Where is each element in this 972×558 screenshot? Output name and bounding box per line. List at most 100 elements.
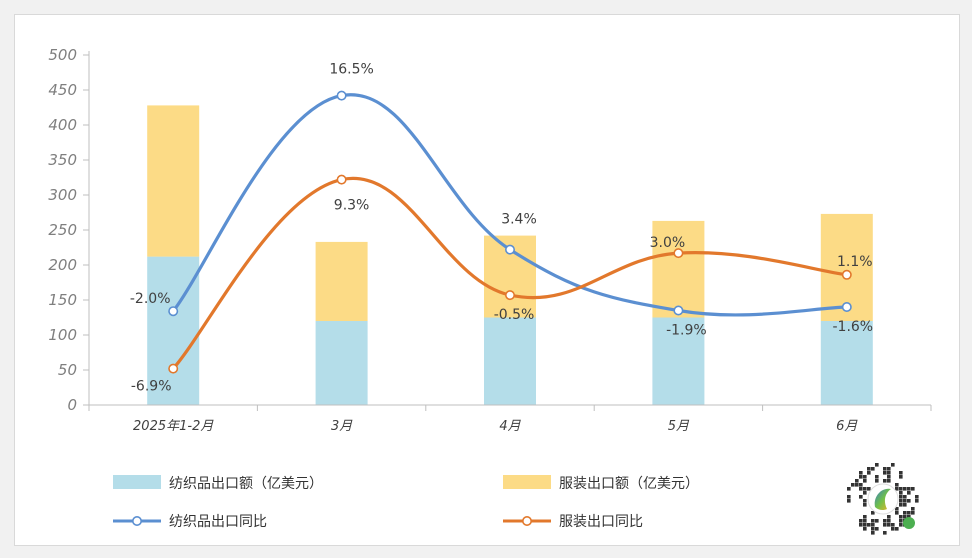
qr-module [895, 487, 899, 491]
y-tick-label: 0 [67, 396, 77, 414]
qr-module [883, 531, 887, 535]
qr-module [847, 499, 851, 503]
qr-module [875, 519, 879, 523]
x-tick-label: 6月 [836, 419, 858, 434]
qr-module [903, 515, 907, 519]
qr-module [891, 523, 895, 527]
qr-module [883, 467, 887, 471]
line-apparel-yoy [171, 176, 849, 371]
y-tick-label: 350 [48, 151, 77, 169]
qr-module [863, 491, 867, 495]
x-tick-label: 3月 [331, 419, 353, 434]
legend-label: 服装出口同比 [559, 514, 643, 530]
qr-module [899, 495, 903, 499]
point-textile-yoy [168, 306, 179, 317]
y-tick-label: 250 [48, 221, 77, 239]
bar-apparel [147, 105, 200, 257]
x-axis: 2025年1-2月 3月 4月 5月 6月 [88, 404, 932, 434]
data-label-apparel-yoy: -6.9% [131, 379, 172, 395]
qr-module [883, 471, 887, 475]
qr-module [863, 479, 867, 483]
y-tick-label: 500 [48, 46, 77, 64]
bar-textile [147, 256, 200, 405]
qr-module [899, 503, 903, 507]
qr-module [899, 487, 903, 491]
chart-svg: 0 50 100 150 200 250 300 350 400 450 500 -2.0% 16.5… [48, 46, 932, 535]
qr-module [871, 519, 875, 523]
qr-module [891, 527, 895, 531]
bar-apparel [652, 220, 705, 318]
legend-label: 服装出口额（亿美元） [559, 476, 699, 492]
qr-module [887, 475, 891, 479]
qr-module [907, 491, 911, 495]
line-textile-yoy [171, 93, 849, 317]
qr-module [899, 523, 903, 527]
qr-module [855, 479, 859, 483]
data-label-textile-yoy: 3.4% [501, 212, 537, 228]
x-tick-label: 4月 [499, 419, 521, 434]
bar-apparel [315, 241, 368, 321]
qr-module [899, 499, 903, 503]
legend-marker [132, 515, 143, 526]
legend-label: 纺织品出口额（亿美元） [169, 476, 323, 492]
data-label-textile-yoy: -2.0% [130, 291, 171, 307]
y-tick-label: 300 [48, 186, 77, 204]
qr-module [899, 515, 903, 519]
qr-module [871, 527, 875, 531]
x-tick-label: 2025年1-2月 [133, 419, 214, 434]
point-textile-yoy [504, 244, 515, 255]
point-apparel-yoy [673, 248, 684, 259]
bar-textile [652, 317, 705, 405]
qr-module [887, 471, 891, 475]
point-apparel-yoy [504, 290, 515, 301]
qr-module [871, 523, 875, 527]
qr-module [847, 487, 851, 491]
y-axis: 0 50 100 150 200 250 300 350 400 450 500 [48, 46, 90, 414]
qr-module [903, 503, 907, 507]
y-tick-label: 50 [58, 361, 77, 379]
data-label-textile-yoy: -1.9% [666, 323, 707, 339]
qr-module [911, 507, 915, 511]
qr-center-logo [874, 488, 891, 511]
qr-module [859, 471, 863, 475]
qr-module [907, 499, 911, 503]
qr-module [883, 519, 887, 523]
data-label-apparel-yoy: -0.5% [494, 307, 535, 323]
data-label-textile-yoy: 16.5% [329, 62, 373, 78]
qr-module [859, 487, 863, 491]
data-label-apparel-yoy: 3.0% [650, 235, 686, 251]
qr-module [859, 483, 863, 487]
legend-swatch [113, 475, 161, 489]
legend: 纺织品出口额（亿美元） 服装出口额（亿美元） 纺织品出口同比 服装出口同比 [113, 475, 699, 530]
data-label-apparel-yoy: 9.3% [334, 198, 370, 214]
point-apparel-yoy [336, 174, 347, 185]
chart-frame: 0 50 100 150 200 250 300 350 400 450 500 -2.0% 16.5… [14, 14, 960, 546]
qr-module [875, 463, 879, 467]
lines-layer [168, 90, 852, 374]
qr-module [859, 495, 863, 499]
data-label-textile-yoy: -1.6% [832, 319, 873, 335]
qr-module [863, 487, 867, 491]
qr-module [867, 471, 871, 475]
legend-swatch [503, 475, 551, 489]
qr-module [895, 511, 899, 515]
bar-textile [484, 317, 536, 405]
qr-module [915, 499, 919, 503]
legend-label: 纺织品出口同比 [169, 514, 267, 530]
bars-layer [147, 105, 873, 405]
qr-module [871, 531, 875, 535]
qr-module [863, 503, 867, 507]
qr-module [867, 467, 871, 471]
data-labels-layer: -2.0% 16.5% 3.4% -1.9% -1.6% -6.9% 9.3% -0.5% 3.… [130, 62, 873, 395]
qr-module [899, 519, 903, 523]
qr-module [891, 463, 895, 467]
qr-module [863, 519, 867, 523]
qr-module [859, 519, 863, 523]
y-tick-label: 150 [48, 291, 77, 309]
qr-module [915, 495, 919, 499]
qr-module [907, 515, 911, 519]
qr-module [907, 487, 911, 491]
qr-wechat-badge [903, 517, 915, 529]
bar-textile [820, 321, 873, 405]
qr-module [859, 523, 863, 527]
